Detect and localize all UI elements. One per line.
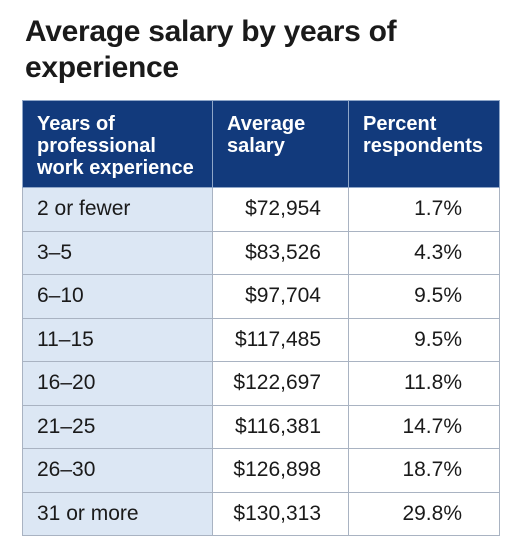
experience-cell: 6–10 [22, 274, 213, 319]
percent-cell: 4.3% [348, 230, 500, 275]
experience-cell: 3–5 [22, 230, 213, 275]
salary-cell: $126,898 [212, 448, 349, 493]
table-row: 16–20 $122,697 11.8% [22, 361, 500, 406]
experience-cell: 26–30 [22, 448, 213, 493]
chart-title: Average salary by years of experience [25, 15, 397, 84]
experience-cell: 31 or more [22, 491, 213, 536]
percent-cell: 9.5% [348, 274, 500, 319]
salary-cell: $117,485 [212, 317, 349, 362]
salary-cell: $116,381 [212, 404, 349, 449]
table-row: 2 or fewer $72,954 1.7% [22, 187, 500, 232]
table-row: 31 or more $130,313 29.8% [22, 491, 500, 536]
percent-cell: 18.7% [348, 448, 500, 493]
salary-cell: $130,313 [212, 491, 349, 536]
table-row: 26–30 $126,898 18.7% [22, 448, 500, 493]
percent-cell: 9.5% [348, 317, 500, 362]
table-row: 21–25 $116,381 14.7% [22, 404, 500, 449]
salary-cell: $122,697 [212, 361, 349, 406]
column-header-experience: Years of professional work experience [22, 100, 213, 188]
experience-cell: 16–20 [22, 361, 213, 406]
table-row: 11–15 $117,485 9.5% [22, 317, 500, 362]
column-header-salary: Average salary [212, 100, 349, 188]
column-header-percent: Percent respondents [348, 100, 500, 188]
table-body: 2 or fewer $72,954 1.7% 3–5 $83,526 4.3% 6–10 $… [22, 187, 500, 536]
salary-cell: $83,526 [212, 230, 349, 275]
percent-cell: 14.7% [348, 404, 500, 449]
experience-cell: 11–15 [22, 317, 213, 362]
percent-cell: 11.8% [348, 361, 500, 406]
table-row: 6–10 $97,704 9.5% [22, 274, 500, 319]
header-row: Years of professional work experience Av… [22, 100, 500, 188]
salary-cell: $72,954 [212, 187, 349, 232]
percent-cell: 1.7% [348, 187, 500, 232]
percent-cell: 29.8% [348, 491, 500, 536]
salary-cell: $97,704 [212, 274, 349, 319]
experience-cell: 21–25 [22, 404, 213, 449]
salary-table: Years of professional work experience Av… [22, 100, 500, 536]
experience-cell: 2 or fewer [22, 187, 213, 232]
table-row: 3–5 $83,526 4.3% [22, 230, 500, 275]
